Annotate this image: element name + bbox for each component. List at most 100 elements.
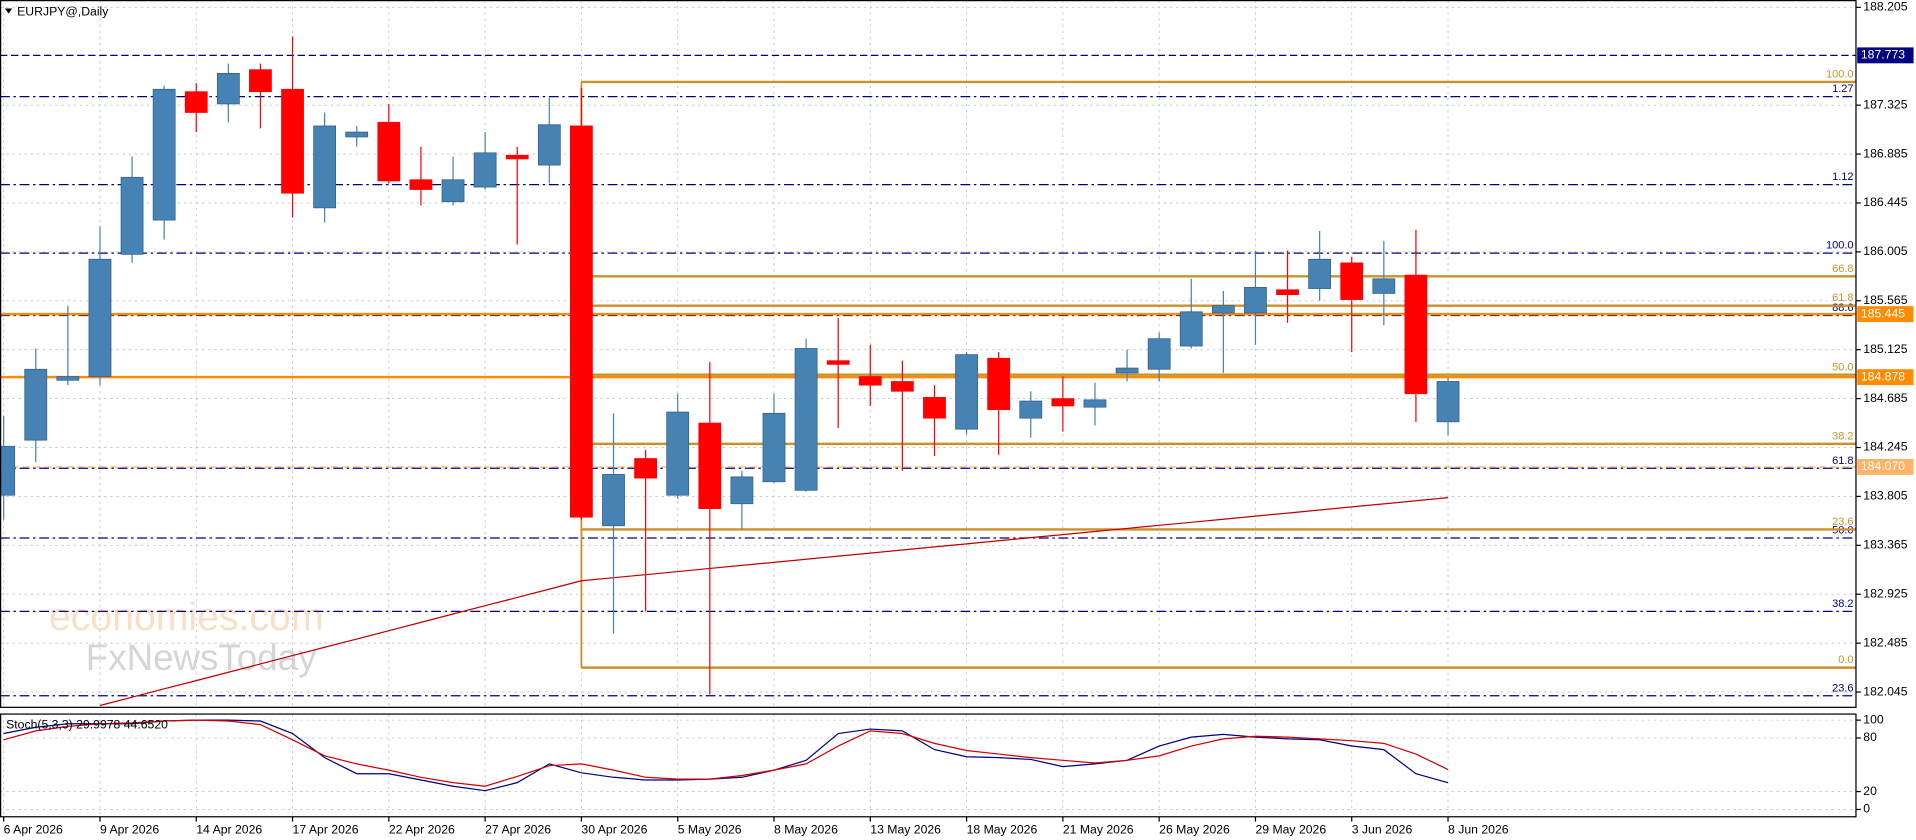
candle-body [1179, 311, 1203, 347]
candle-body [152, 88, 176, 221]
candle-body [794, 348, 818, 491]
y-tick-label: 185.565 [1863, 293, 1907, 307]
candle-body [1244, 286, 1267, 314]
candle-body [602, 474, 625, 527]
stoch-line [3, 719, 1449, 787]
candle-body [441, 179, 465, 203]
candle-body [1372, 278, 1396, 294]
x-tick-label: 17 Apr 2026 [293, 822, 359, 836]
candle-body [826, 360, 850, 365]
y-tick-label: 186.885 [1863, 146, 1907, 160]
watermark: FxNewsToday [86, 637, 317, 678]
candle-body [730, 476, 754, 505]
y-tick-label: 183.805 [1863, 489, 1907, 503]
fib-label: 100.0 [1826, 240, 1854, 252]
candle-body [698, 422, 722, 510]
x-tick-label: 8 May 2026 [774, 822, 838, 836]
stoch-title: Stoch(5,3,3) 29.9978 44.6520 [6, 717, 168, 731]
candle-body [1404, 274, 1428, 395]
candle-body [409, 179, 433, 190]
fib-box-label: 61.8 [1832, 292, 1853, 304]
stoch-panel [0, 714, 1856, 817]
candle-body [345, 131, 369, 138]
price-box-label: 187.773 [1861, 48, 1905, 62]
stoch-frame [0, 713, 1857, 818]
fib-label: 1.27 [1832, 83, 1853, 95]
candle-body [858, 376, 882, 386]
x-tick-label: 8 Jun 2026 [1448, 822, 1509, 836]
price-box [1857, 459, 1914, 475]
candle-body [1211, 305, 1235, 314]
x-tick-label: 9 Apr 2026 [100, 822, 159, 836]
candle-body [1051, 398, 1075, 407]
candle-body [56, 376, 80, 381]
candle-body [890, 381, 914, 392]
candle-body [24, 368, 48, 441]
candle-body [1115, 367, 1139, 374]
main-frame [0, 0, 1857, 708]
y-tick-label: 184.245 [1863, 440, 1907, 454]
fib-box-label: 0.0 [1838, 654, 1853, 666]
candle-body [955, 354, 978, 430]
y-tick-label: 80 [1863, 730, 1877, 744]
y-tick-label: 182.485 [1863, 635, 1907, 649]
fib-label: 23.6 [1832, 682, 1853, 694]
candle-body [762, 412, 786, 483]
candle-body [634, 458, 658, 479]
price-box [1857, 369, 1914, 386]
candle-body [1308, 258, 1332, 289]
candle-body [666, 411, 690, 496]
stoch-line [3, 719, 1449, 792]
chart-title: EURJPY@,Daily [17, 4, 109, 18]
x-tick-label: 3 Jun 2026 [1352, 822, 1413, 836]
x-tick-label: 5 May 2026 [678, 822, 742, 836]
fib-label: 1.12 [1832, 171, 1853, 183]
candle-body [281, 88, 304, 194]
symbol-menu-arrow[interactable] [4, 8, 13, 14]
y-tick-label: 187.325 [1863, 97, 1907, 111]
candle-body [216, 72, 240, 105]
candle-body [570, 125, 593, 518]
candle-body [1340, 262, 1364, 300]
fib-box-label: 23.6 [1832, 516, 1853, 528]
x-tick-label: 27 Apr 2026 [485, 822, 551, 836]
price-box-label: 185.445 [1861, 306, 1905, 320]
candle-body [0, 445, 16, 496]
candle-body [88, 258, 112, 377]
x-tick-label: 26 May 2026 [1159, 822, 1230, 836]
fib-label: 61.8 [1832, 455, 1853, 467]
price-box [1857, 306, 1914, 323]
y-tick-label: 186.005 [1863, 244, 1907, 258]
candle-body [249, 69, 272, 93]
candle-body [1436, 381, 1460, 423]
x-tick-label: 22 Apr 2026 [389, 822, 455, 836]
candle-body [505, 154, 529, 160]
candle-body [184, 91, 208, 113]
fib-label: 88.6 [1832, 302, 1853, 314]
y-tick-label: 182.925 [1863, 586, 1907, 600]
price-box [1857, 47, 1914, 64]
fib-box-label: 66.8 [1832, 263, 1853, 275]
candle-body [1083, 399, 1107, 408]
fib-box-label: 50.0 [1832, 361, 1853, 373]
fib-label: 38.2 [1832, 598, 1853, 610]
x-tick-label: 30 Apr 2026 [581, 822, 647, 836]
y-tick-label: 188.205 [1863, 0, 1907, 14]
y-tick-label: 186.445 [1863, 195, 1907, 209]
y-tick-label: 183.365 [1863, 538, 1907, 552]
fib-box-label: 100.0 [1826, 68, 1854, 80]
candle-body [537, 124, 561, 166]
x-tick-label: 14 Apr 2026 [196, 822, 262, 836]
candle-body [473, 152, 497, 188]
y-tick-label: 182.045 [1863, 684, 1907, 698]
price-box-label: 184.878 [1861, 369, 1905, 383]
candle-body [1019, 400, 1043, 419]
candle-body [313, 125, 337, 209]
axes: 6 Apr 2026 9 Apr 2026 14 Apr 2026 17 Apr 20… [3, 0, 1914, 836]
fib-box-label: 38.2 [1832, 430, 1853, 442]
y-tick-label: 0 [1863, 802, 1870, 816]
x-tick-label: 6 Apr 2026 [4, 822, 63, 836]
y-tick-label: 100 [1863, 712, 1884, 726]
